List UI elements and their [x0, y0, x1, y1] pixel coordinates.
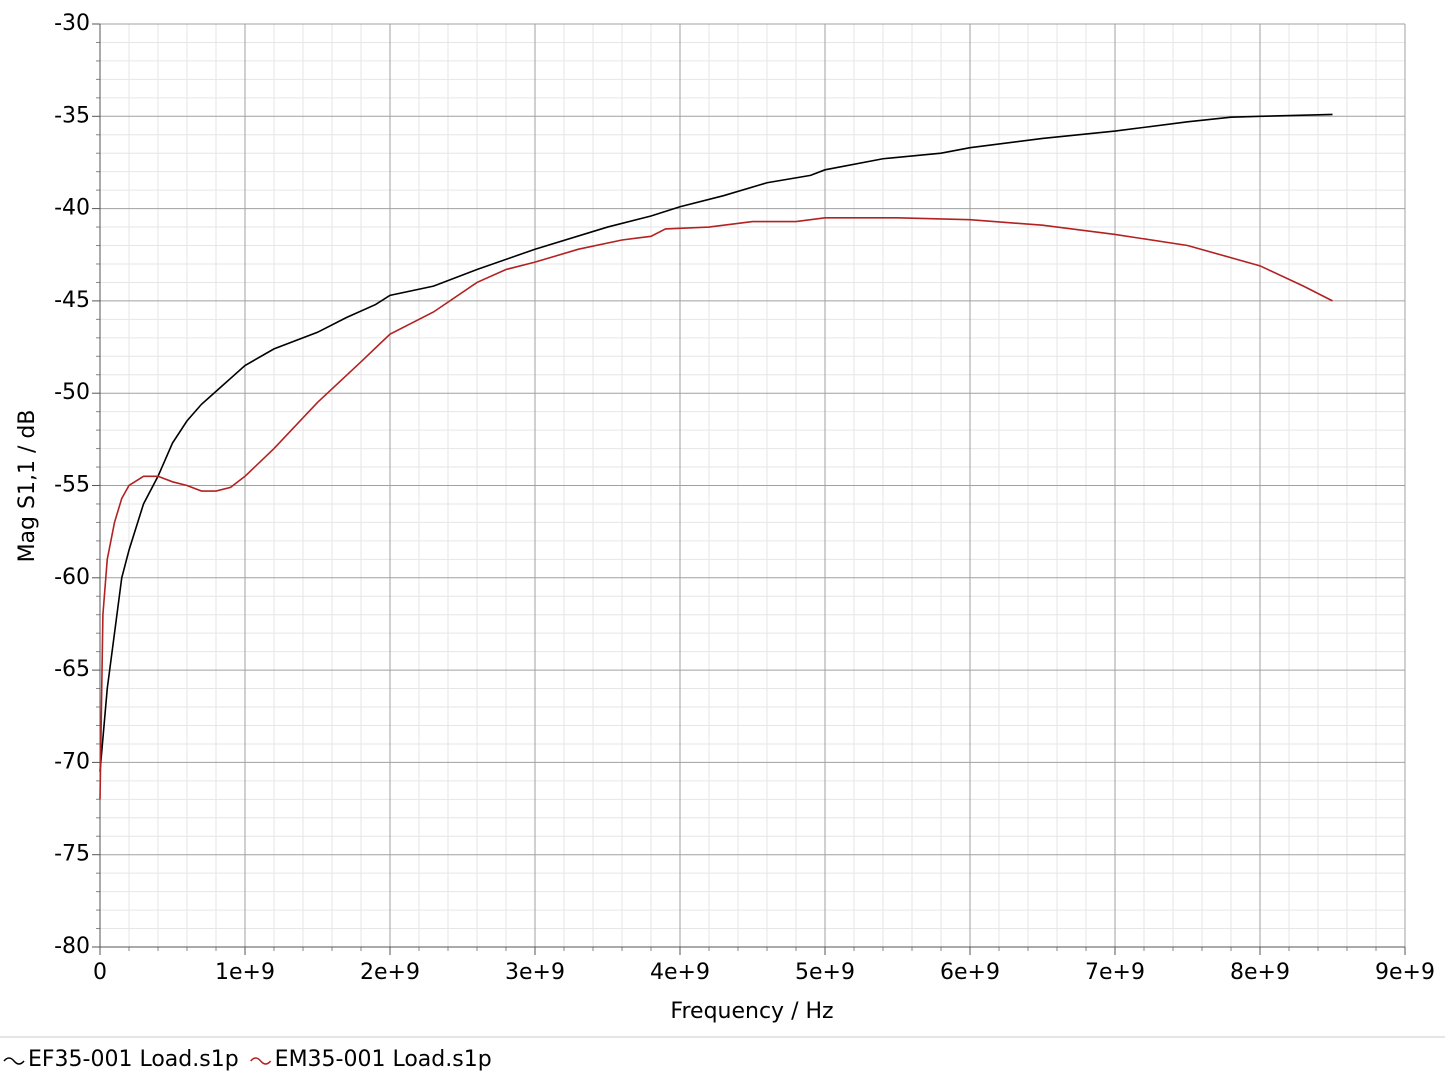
y-tick-label: -60 — [54, 565, 90, 590]
x-axis-label: Frequency / Hz — [670, 999, 833, 1024]
x-tick-label: 3e+9 — [505, 960, 565, 985]
x-tick-label: 1e+9 — [215, 960, 275, 985]
legend-swatch — [250, 1057, 272, 1065]
legend-label: EF35-001 Load.s1p — [28, 1047, 239, 1072]
x-tick-label: 7e+9 — [1085, 960, 1145, 985]
legend-swatch — [3, 1057, 25, 1065]
y-tick-label: -70 — [54, 749, 90, 774]
y-tick-label: -40 — [54, 196, 90, 221]
y-tick-label: -50 — [54, 380, 90, 405]
legend-label: EM35-001 Load.s1p — [275, 1047, 492, 1072]
y-axis-label: Mag S1,1 / dB — [15, 410, 40, 563]
x-tick-label: 5e+9 — [795, 960, 855, 985]
x-tick-label: 6e+9 — [940, 960, 1000, 985]
x-tick-label: 4e+9 — [650, 960, 710, 985]
y-tick-label: -30 — [54, 11, 90, 36]
y-tick-label: -45 — [54, 288, 90, 313]
series-line — [99, 217, 1333, 800]
x-tick-label: 0 — [93, 960, 107, 985]
y-tick-label: -55 — [54, 473, 90, 498]
y-tick-label: -65 — [54, 657, 90, 682]
x-tick-label: 9e+9 — [1375, 960, 1435, 985]
y-tick-label: -35 — [54, 103, 90, 128]
series-line — [99, 113, 1333, 772]
x-tick-label: 8e+9 — [1230, 960, 1290, 985]
x-tick-label: 2e+9 — [360, 960, 420, 985]
y-tick-label: -75 — [54, 842, 90, 867]
y-tick-label: -80 — [54, 934, 90, 959]
